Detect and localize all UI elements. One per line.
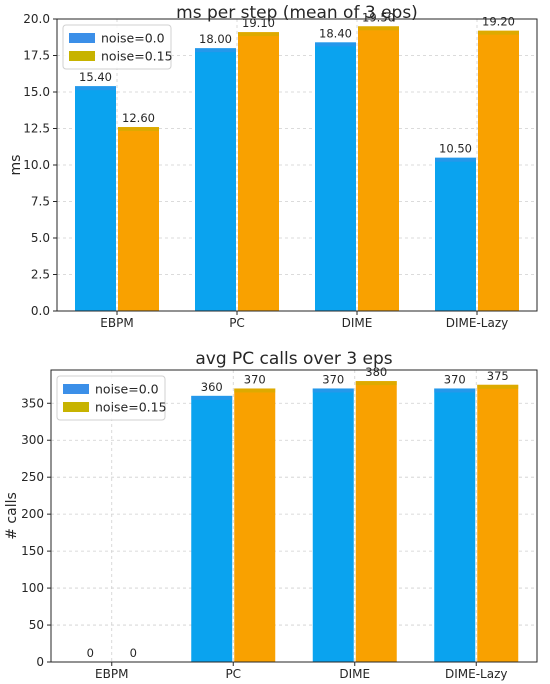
y-tick-label: 2.5 — [31, 268, 50, 282]
data-label-noise-0: 360 — [201, 380, 223, 394]
data-label-noise-0: 10.50 — [439, 142, 472, 156]
x-tick-label: PC — [229, 316, 245, 330]
bar-noise-015-dime — [355, 381, 397, 662]
y-tick-label: 350 — [21, 396, 44, 410]
bar-cap-noise-015 — [478, 30, 519, 35]
legend: noise=0.0 noise=0.15 — [62, 24, 173, 70]
data-label-noise-0: 15.40 — [79, 70, 112, 84]
bar-cap-noise-0 — [312, 388, 354, 393]
bar-cap-noise-015 — [355, 381, 397, 386]
data-label-noise-015: 12.60 — [122, 111, 155, 125]
data-label-noise-015: 0 — [130, 646, 137, 660]
y-tick-label: 17.5 — [23, 49, 50, 63]
legend-swatch-noise-0 — [63, 384, 89, 394]
bar-cap-noise-015 — [358, 26, 399, 31]
x-tick-label: EBPM — [100, 316, 133, 330]
x-tick-label: PC — [225, 667, 241, 681]
chart-title: avg PC calls over 3 eps — [195, 349, 392, 369]
legend-label-noise-0: noise=0.0 — [95, 382, 159, 397]
y-tick-label: 10.0 — [23, 158, 50, 172]
x-tick-label: DIME — [342, 316, 373, 330]
y-tick-label: 0.0 — [31, 304, 50, 318]
bar-cap-noise-0 — [315, 42, 356, 47]
y-tick-label: 7.5 — [31, 195, 50, 209]
data-label-noise-015: 19.10 — [242, 16, 275, 30]
x-tick-label: DIME-Lazy — [445, 667, 507, 681]
x-tick-label: DIME-Lazy — [446, 316, 508, 330]
bar-noise-0-dime-lazy — [435, 157, 476, 311]
bar-cap-noise-0 — [434, 388, 476, 393]
bar-cap-noise-0 — [191, 395, 233, 400]
legend: noise=0.0 noise=0.15 — [56, 375, 167, 421]
data-label-noise-0: 18.00 — [199, 32, 232, 46]
bar-noise-0-dime — [315, 42, 356, 312]
data-label-noise-0: 0 — [87, 646, 94, 660]
bar-noise-0-dime — [312, 388, 354, 662]
y-axis-label: # calls — [4, 492, 20, 540]
bar-cap-noise-0 — [195, 48, 236, 53]
bar-noise-015-pc — [234, 388, 276, 662]
bar-cap-noise-015 — [477, 384, 519, 389]
x-tick-label: DIME — [339, 667, 370, 681]
bar-cap-noise-015 — [238, 32, 279, 37]
plot-frame — [50, 369, 538, 663]
bar-noise-0-dime-lazy — [434, 388, 476, 662]
y-tick-label: 0 — [36, 655, 44, 669]
y-tick-label: 100 — [21, 581, 44, 595]
y-tick-label: 15.0 — [23, 85, 50, 99]
y-tick-label: 250 — [21, 470, 44, 484]
data-label-noise-0: 18.40 — [319, 26, 352, 40]
bar-noise-0-ebpm — [75, 86, 116, 311]
legend-label-noise-015: noise=0.15 — [101, 49, 173, 64]
legend-label-noise-015: noise=0.15 — [95, 400, 167, 415]
data-label-noise-0: 370 — [444, 372, 466, 386]
data-label-noise-015: 19.20 — [482, 15, 515, 29]
bar-noise-015-dime-lazy — [478, 30, 519, 312]
data-label-noise-0: 370 — [322, 372, 344, 386]
bar-noise-015-pc — [238, 32, 279, 311]
y-tick-label: 5.0 — [31, 231, 50, 245]
chart-title: ms per step (mean of 3 eps) — [176, 3, 418, 23]
bar-cap-noise-0 — [435, 157, 476, 162]
y-axis-label: ms — [8, 155, 24, 176]
legend-swatch-noise-015 — [63, 402, 89, 412]
y-tick-label: 20.0 — [23, 12, 50, 26]
data-label-noise-015: 375 — [487, 369, 509, 383]
bar-noise-0-pc — [195, 48, 236, 311]
bar-cap-noise-015 — [118, 127, 159, 132]
plot-frame — [56, 18, 538, 312]
x-tick-label: EBPM — [95, 667, 128, 681]
data-label-noise-015: 370 — [244, 372, 266, 386]
legend-swatch-noise-015 — [69, 51, 95, 61]
bar-noise-015-ebpm — [118, 127, 159, 311]
data-label-noise-015: 19.50 — [362, 10, 395, 24]
y-tick-label: 200 — [21, 507, 44, 521]
bar-noise-0-pc — [191, 395, 233, 662]
bar-noise-015-dime-lazy — [477, 384, 519, 662]
bar-noise-015-dime — [358, 26, 399, 312]
data-label-noise-015: 380 — [365, 365, 387, 379]
chart-ms-per-step: 15.40 12.60 EBPM 18.00 19.10 PC 18.40 19.50 DIME… — [8, 3, 538, 330]
y-tick-label: 50 — [29, 618, 44, 632]
legend-swatch-noise-0 — [69, 33, 95, 43]
bar-cap-noise-0 — [75, 86, 116, 91]
y-tick-label: 300 — [21, 433, 44, 447]
bar-cap-noise-015 — [234, 388, 276, 393]
legend-label-noise-0: noise=0.0 — [101, 31, 165, 46]
y-tick-label: 12.5 — [23, 122, 50, 136]
y-tick-label: 150 — [21, 544, 44, 558]
